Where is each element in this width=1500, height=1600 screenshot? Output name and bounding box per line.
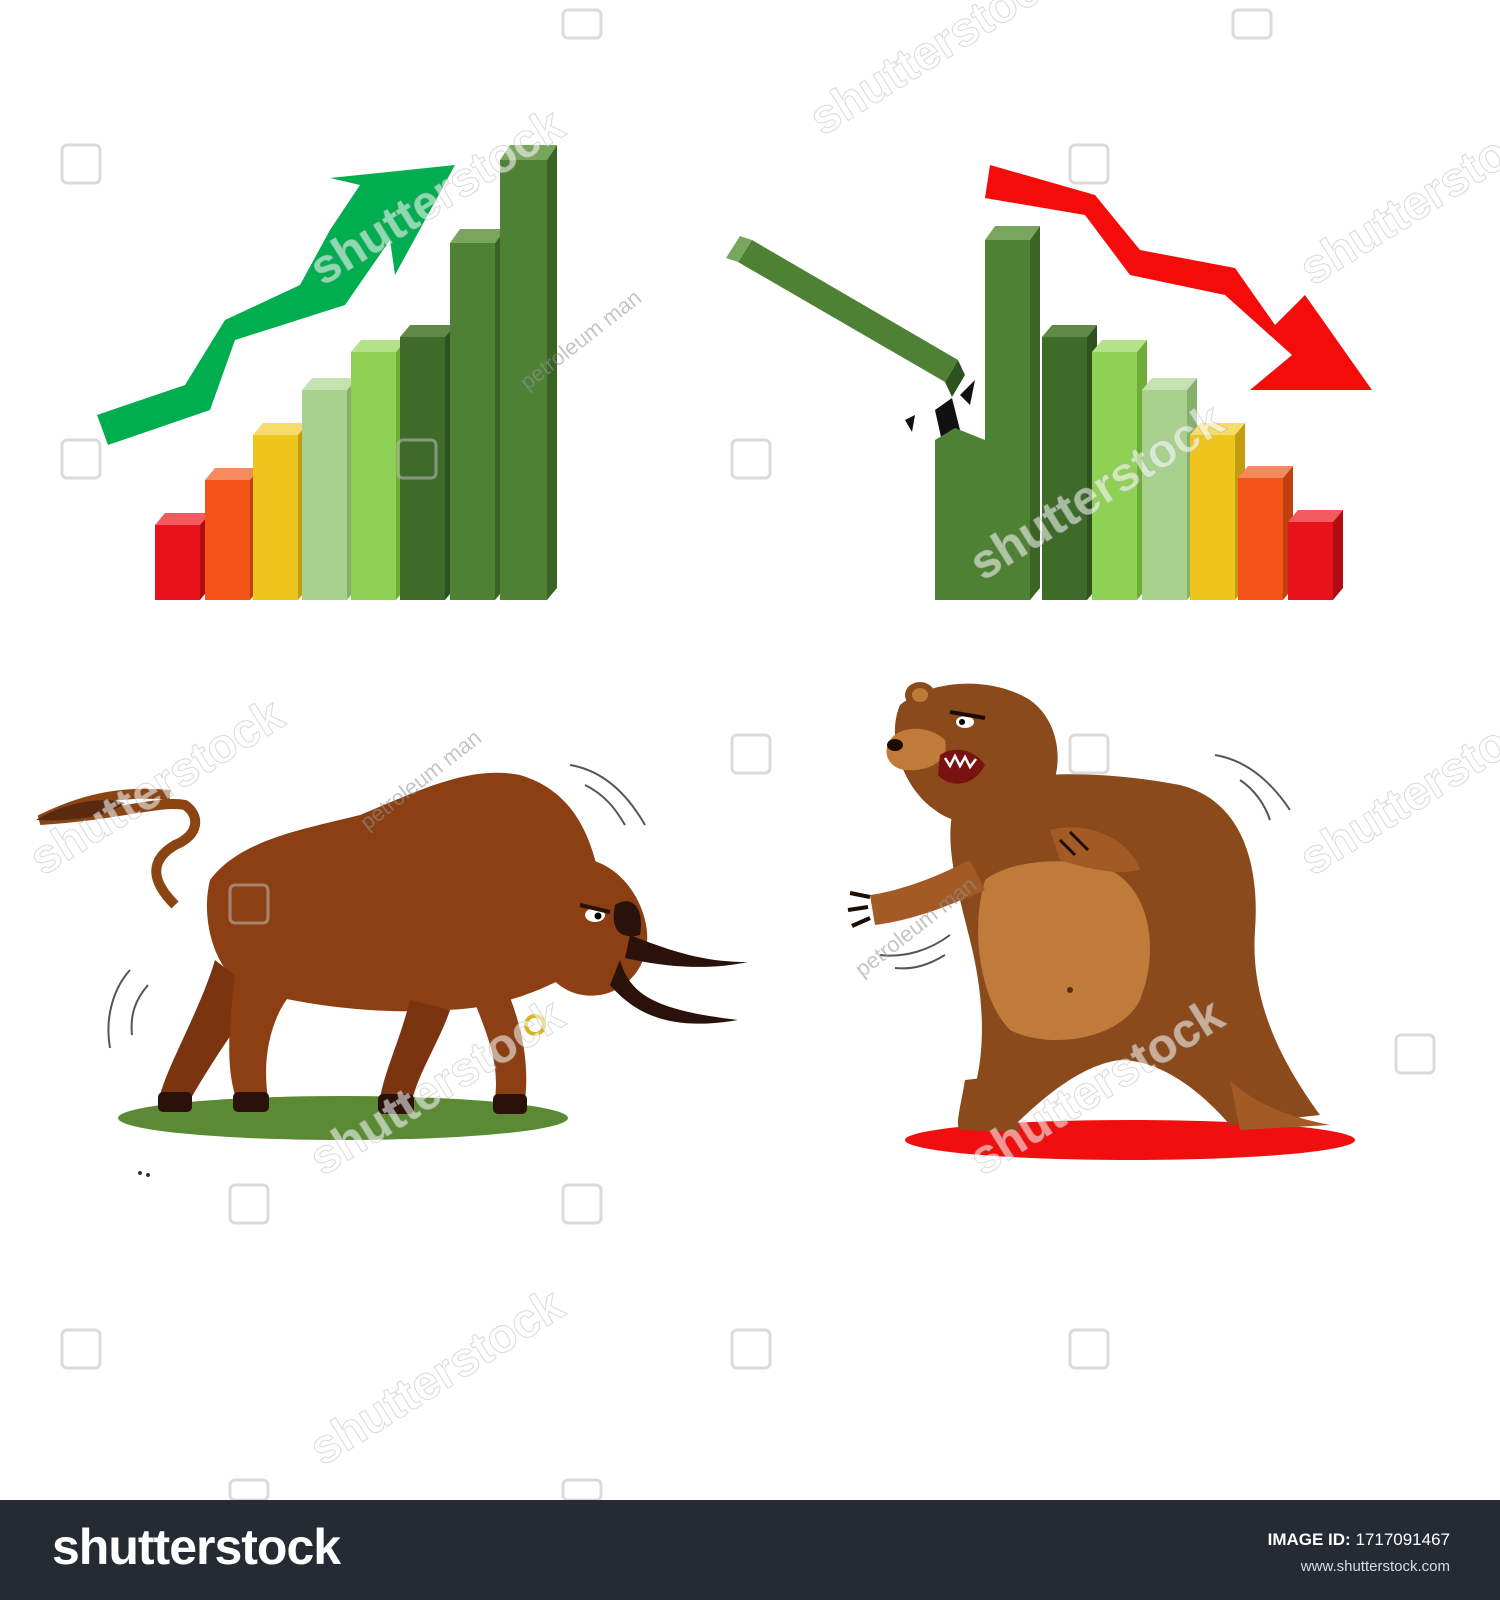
footer-bar: shutterstock IMAGE ID: 1717091467 www.sh… bbox=[0, 1500, 1500, 1600]
bear-chest-arm bbox=[1050, 827, 1140, 872]
bear-reaching-arm bbox=[870, 860, 985, 925]
watermark-icons bbox=[60, 8, 1436, 1500]
bear-belly-button bbox=[1067, 987, 1073, 993]
watermark-icon bbox=[1068, 143, 1110, 185]
rising-bar-2 bbox=[205, 468, 260, 600]
watermark-icon bbox=[60, 1328, 102, 1370]
broken-bar-top bbox=[726, 236, 965, 397]
bear-ear-inner bbox=[912, 688, 928, 702]
bull-hoof bbox=[158, 1092, 192, 1112]
dust-speck bbox=[146, 1173, 150, 1177]
watermark-icon bbox=[730, 1328, 772, 1370]
watermark-icon bbox=[60, 438, 102, 480]
watermark-icon bbox=[730, 438, 772, 480]
bull-horn-lower bbox=[610, 960, 738, 1024]
motion-line bbox=[879, 934, 951, 957]
bull-ground-patch bbox=[118, 1096, 568, 1140]
image-id-value: 1717091467 bbox=[1355, 1530, 1450, 1549]
image-id: IMAGE ID: 1717091467 bbox=[1268, 1530, 1450, 1550]
watermark-icon bbox=[228, 883, 270, 925]
bull-angry-brow bbox=[579, 903, 611, 914]
bear-nose bbox=[887, 739, 903, 751]
footer-logo[interactable]: shutterstock bbox=[52, 1519, 341, 1575]
watermark-icon bbox=[561, 1478, 603, 1500]
falling-trend-arrow-icon bbox=[985, 165, 1372, 390]
watermark-icon bbox=[396, 438, 438, 480]
bull-market-chart bbox=[97, 145, 557, 600]
watermark-icon bbox=[1231, 8, 1273, 40]
image-id-label: IMAGE ID: bbox=[1267, 1530, 1351, 1549]
bull-body bbox=[206, 772, 603, 1012]
bear-chest-claws bbox=[1058, 830, 1090, 857]
footer-url[interactable]: www.shutterstock.com bbox=[1300, 1558, 1450, 1575]
motion-line bbox=[107, 969, 131, 1049]
watermark-icon bbox=[1068, 1328, 1110, 1370]
bull-nose-ring bbox=[524, 1014, 546, 1036]
rising-bar-6 bbox=[400, 325, 455, 600]
falling-bar-1 bbox=[985, 226, 1040, 600]
bull-front-leg-front bbox=[470, 985, 527, 1100]
bull-pupil bbox=[594, 912, 602, 920]
motion-line bbox=[584, 784, 626, 826]
bull-tail-tuft bbox=[36, 800, 125, 821]
bear-illustration bbox=[847, 682, 1355, 1160]
illustration-canvas: shutterstock shutterstock shutterstock s… bbox=[20, 0, 1500, 1500]
motion-line bbox=[894, 954, 946, 970]
bull-head bbox=[533, 858, 648, 996]
bear-market-chart bbox=[726, 165, 1372, 600]
watermark-icon bbox=[730, 733, 772, 775]
bear-belly bbox=[978, 861, 1150, 1040]
falling-bar-7 bbox=[1288, 510, 1343, 600]
bear-pupil bbox=[959, 719, 965, 725]
dust-speck bbox=[138, 1171, 142, 1175]
falling-bar-5 bbox=[1190, 423, 1245, 600]
bear-mouth bbox=[938, 749, 985, 784]
bear-angry-brow bbox=[949, 710, 986, 720]
motion-line bbox=[569, 764, 646, 826]
watermark-icon bbox=[60, 143, 102, 185]
rising-bar-7 bbox=[450, 229, 505, 600]
watermark-icon bbox=[228, 1183, 270, 1225]
bull-forelock bbox=[613, 901, 641, 937]
falling-bar-6 bbox=[1238, 466, 1293, 600]
bull-hoof bbox=[233, 1092, 269, 1112]
rising-bar-8 bbox=[500, 145, 557, 600]
bull-hind-leg-front bbox=[229, 975, 290, 1098]
bear-snout bbox=[886, 728, 946, 771]
motion-line bbox=[1214, 754, 1291, 811]
bull-hoof bbox=[378, 1094, 414, 1114]
watermark-icon bbox=[228, 1478, 270, 1500]
bull-front-leg-back bbox=[380, 1000, 450, 1100]
bear-leg-front bbox=[957, 1075, 1020, 1132]
bear-claws bbox=[847, 891, 871, 928]
bull-hoof bbox=[493, 1094, 527, 1114]
rising-trend-arrow-icon bbox=[97, 165, 455, 445]
watermark-icon bbox=[561, 1183, 603, 1225]
rising-bar-3 bbox=[253, 423, 308, 600]
bull-horn-upper bbox=[625, 935, 748, 967]
rising-bar-1 bbox=[155, 513, 210, 600]
watermark-icon bbox=[1394, 1033, 1436, 1075]
falling-bar-2 bbox=[1042, 325, 1097, 600]
bear-leg-back bbox=[1230, 1080, 1330, 1130]
illustration-svg bbox=[36, 8, 1436, 1500]
bull-illustration bbox=[36, 764, 748, 1177]
rising-bar-4 bbox=[302, 378, 357, 600]
motion-line bbox=[1239, 779, 1271, 821]
watermark-icon bbox=[1068, 733, 1110, 775]
bear-head bbox=[894, 683, 1058, 825]
bear-teeth bbox=[943, 753, 977, 770]
motion-line bbox=[130, 984, 149, 1036]
watermark-icon bbox=[561, 8, 603, 40]
